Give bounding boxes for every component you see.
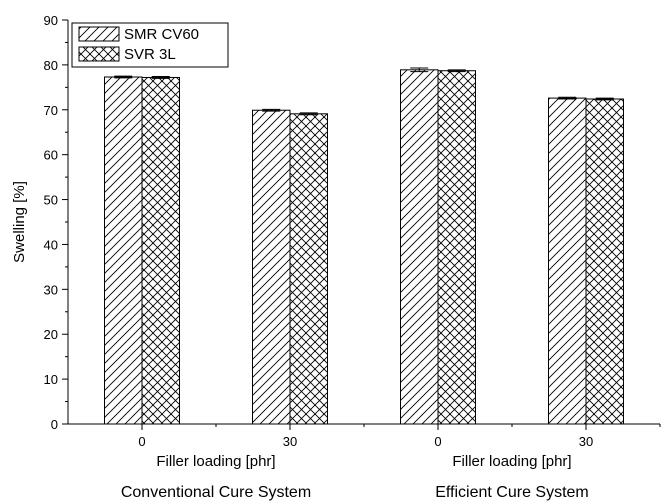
x-tick-label: 30	[579, 434, 593, 449]
y-tick-label: 10	[44, 372, 58, 387]
x-tick-label: 0	[138, 434, 145, 449]
legend-label: SMR CV60	[124, 26, 199, 43]
y-axis-label: Swelling [%]	[11, 181, 28, 263]
cure-system-title: Conventional Cure System	[121, 484, 311, 501]
bar-diagonal	[400, 69, 439, 425]
bar-diagonal	[548, 97, 587, 425]
x-axis-label: Filler loading [phr]	[452, 453, 571, 470]
y-tick-label: 60	[44, 148, 58, 163]
x-tick-label: 0	[434, 434, 441, 449]
x-tick-label: 30	[283, 434, 297, 449]
legend-swatch	[78, 26, 120, 42]
y-tick-label: 80	[44, 58, 58, 73]
bar-crosshatch	[289, 113, 328, 425]
x-axis-label: Filler loading [phr]	[156, 453, 275, 470]
bar-diagonal	[252, 109, 291, 425]
bar-crosshatch	[437, 70, 476, 425]
legend-swatch	[78, 46, 120, 62]
bar-crosshatch	[141, 76, 180, 425]
y-tick-label: 50	[44, 193, 58, 208]
legend: SMR CV60 SVR 3L	[71, 22, 229, 68]
y-tick-label: 30	[44, 282, 58, 297]
legend-label: SVR 3L	[124, 46, 176, 63]
error-bars-layer	[114, 67, 614, 116]
y-tick-label: 90	[44, 13, 58, 28]
bar-crosshatch	[585, 98, 624, 425]
y-axis-ticks: 0 10 20 30 40 50 60 70 80 90	[44, 13, 68, 432]
y-tick-label: 70	[44, 103, 58, 118]
y-tick-label: 0	[51, 417, 58, 432]
x-axis-ticks: 0 30 0 30 Filler loading [phr] Conventional C…	[121, 424, 661, 501]
y-tick-label: 40	[44, 237, 58, 252]
bar-diagonal	[104, 76, 143, 425]
y-tick-label: 20	[44, 327, 58, 342]
bars-layer	[104, 69, 624, 425]
cure-system-title: Efficient Cure System	[435, 484, 589, 501]
